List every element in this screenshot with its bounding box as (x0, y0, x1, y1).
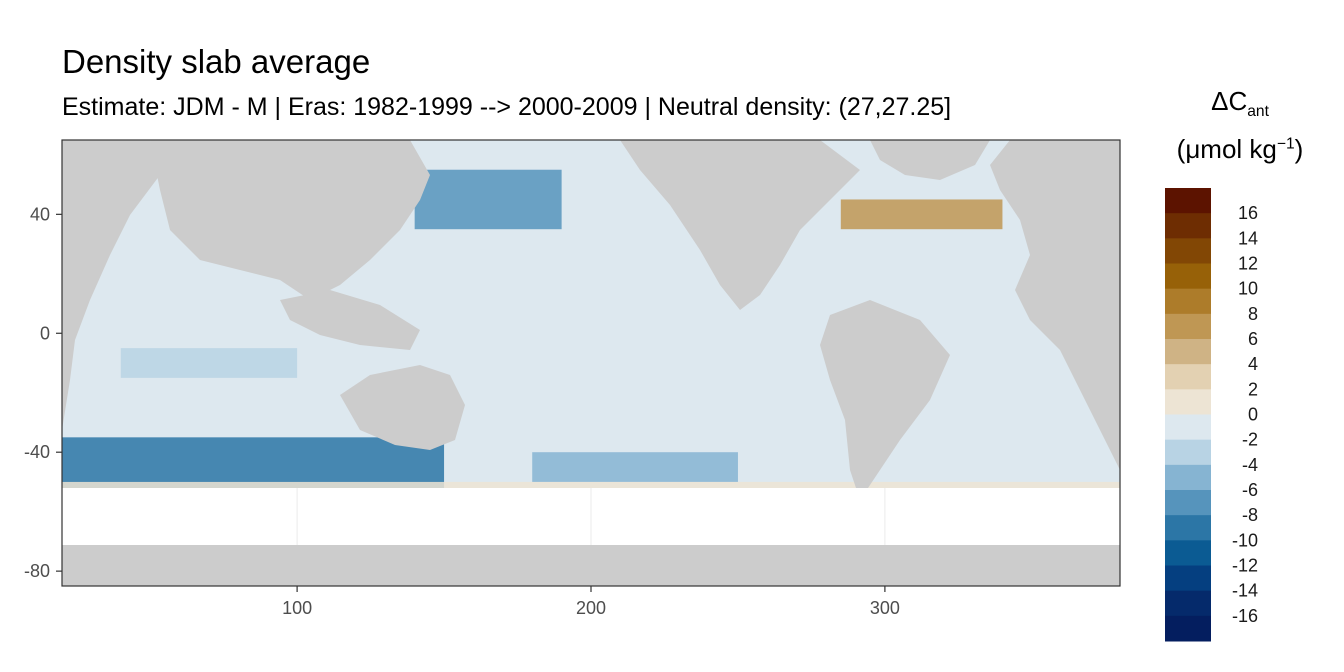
page-title: Density slab average (62, 43, 371, 80)
maritime-continent (280, 290, 420, 350)
legend-label: 2 (1248, 379, 1258, 399)
legend-swatch (1165, 213, 1211, 239)
antarctica-landmass (62, 545, 1120, 586)
legend-swatch (1165, 263, 1211, 290)
legend-label: -4 (1242, 455, 1258, 475)
legend-colorbar: 16 14 12 10 8 6 4 2 0 -2 -4 -6 -8 -10 -12 -14 -16 (1165, 188, 1258, 642)
legend-swatch (1165, 515, 1211, 541)
region-north-pacific-negative (414, 169, 562, 230)
legend-swatch (1165, 389, 1211, 415)
legend-label: -10 (1232, 530, 1258, 550)
legend-swatch (1165, 188, 1211, 214)
australia-landmass (340, 365, 465, 450)
gridlines (296, 488, 886, 545)
legend-unit-superscript: −1 (1276, 135, 1295, 153)
region-north-atlantic-positive (840, 199, 1003, 230)
legend-swatch (1165, 490, 1211, 516)
legend-swatch (1165, 313, 1211, 340)
legend-label: 12 (1238, 254, 1258, 274)
legend-unit: (μmol kg−1) (1150, 134, 1330, 165)
legend-unit-prefix: (μmol kg (1176, 134, 1277, 164)
x-tick-label: 100 (282, 598, 312, 618)
x-tick-label: 300 (870, 598, 900, 618)
legend-swatch (1165, 464, 1211, 491)
north-america-landmass (620, 140, 860, 310)
legend-swatch (1165, 238, 1211, 264)
legend-label: -2 (1242, 430, 1258, 450)
legend-swatch (1165, 339, 1211, 365)
legend-title-subscript: ant (1247, 103, 1269, 121)
y-tick-label: -40 (24, 442, 50, 462)
legend-title: ΔCant (1150, 86, 1330, 121)
legend-swatch (1165, 439, 1211, 466)
region-equatorial-indian-negative (120, 348, 298, 378)
africa-landmass (62, 140, 160, 430)
x-tick-label: 200 (576, 598, 606, 618)
legend-label: 8 (1248, 304, 1258, 324)
legend-label: 6 (1248, 329, 1258, 349)
south-america-landmass (820, 300, 950, 500)
legend-swatch (1165, 565, 1211, 592)
region-southern-ocean-pacific-negative (532, 452, 738, 482)
legend-label: -8 (1242, 505, 1258, 525)
greenland-landmass (870, 140, 990, 180)
legend-swatch (1165, 414, 1211, 441)
y-tick-label: 40 (30, 204, 50, 224)
y-tick-label: -80 (24, 561, 50, 581)
legend-label: -6 (1242, 480, 1258, 500)
legend-title-symbol: ΔC (1211, 86, 1248, 116)
legend-unit-suffix: ) (1294, 134, 1304, 164)
legend-swatch (1165, 364, 1211, 390)
legend-label: 14 (1238, 228, 1258, 248)
legend-swatch (1165, 540, 1211, 566)
legend-swatch (1165, 288, 1211, 315)
legend-label: -12 (1232, 556, 1258, 576)
asia-landmass (150, 140, 430, 300)
legend-label: 10 (1238, 279, 1258, 299)
legend-label: -14 (1232, 581, 1258, 601)
legend-label: 16 (1238, 203, 1258, 223)
legend-swatch (1165, 590, 1211, 617)
europe-africa-landmass (990, 140, 1120, 470)
land-masses (62, 140, 1120, 586)
legend-label: -16 (1232, 606, 1258, 626)
legend-label: 4 (1248, 354, 1258, 374)
y-tick-label: 0 (40, 323, 50, 343)
legend-swatch (1165, 615, 1211, 642)
page-subtitle: Estimate: JDM - M | Eras: 1982-1999 --> … (62, 93, 952, 121)
legend-label: 0 (1248, 405, 1258, 425)
